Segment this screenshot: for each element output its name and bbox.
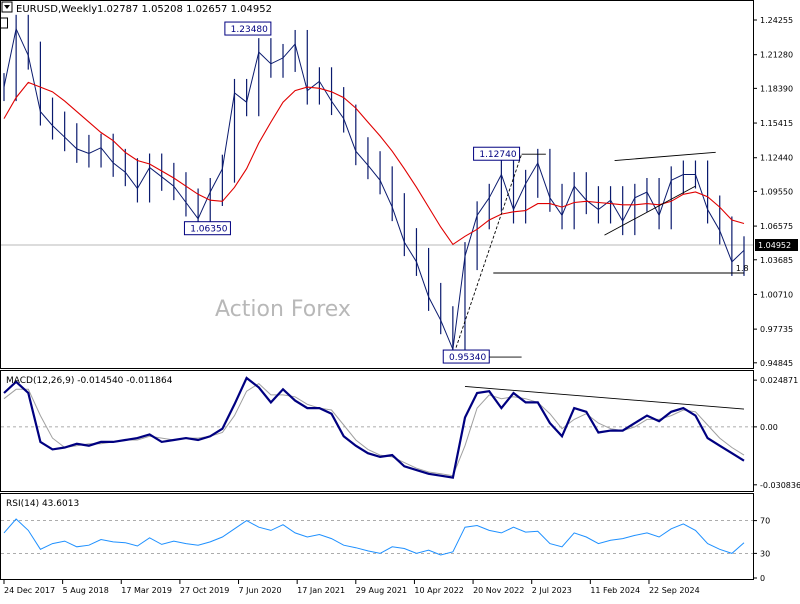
price-ytick-label: 1.24255: [760, 16, 793, 25]
level-label: 1.8: [736, 264, 749, 273]
x-tick-label: 10 Apr 2022: [414, 586, 463, 595]
price-annotation-label: 0.95340: [449, 353, 486, 363]
x-tick-label: 27 Oct 2019: [180, 586, 229, 595]
price-close-line: [3, 27, 745, 352]
channel-lower-line: [604, 185, 696, 236]
price-ytick-label: 1.15415: [760, 119, 793, 128]
x-tick-label: 17 Mar 2019: [121, 586, 172, 595]
rsi-ytick-label: 0: [760, 574, 765, 583]
rsi-line: [3, 518, 745, 556]
moving-average-line: [3, 81, 745, 246]
ohlc-values: 1.02787 1.05208 1.02657 1.04952: [97, 4, 272, 15]
x-tick-label: 17 Jan 2021: [297, 586, 345, 595]
macd-title: MACD(12,26,9) -0.014540 -0.011864: [6, 376, 173, 386]
price-ytick-label: 0.97735: [760, 325, 793, 334]
moving-average-series: [3, 81, 745, 246]
price-annotation-label: 1.12740: [479, 150, 516, 160]
dropdown-triangle-icon: [4, 5, 10, 9]
price-panel[interactable]: [0, 0, 754, 369]
rsi-panel[interactable]: [0, 493, 754, 580]
price-ytick-label: 1.12440: [760, 154, 793, 163]
macd-panel[interactable]: [0, 370, 754, 492]
x-tick-label: 29 Aug 2021: [356, 586, 407, 595]
macd-trend-line: [464, 386, 745, 410]
price-annotations: 1.23480 1.06350 1.12740 0.95340 1.8: [183, 21, 749, 364]
channel-upper-line: [614, 151, 716, 161]
price-annotation-box: [183, 221, 231, 236]
price-ytick-label: 1.21280: [760, 51, 793, 60]
symbol-title: EURUSD,Weekly: [16, 4, 97, 15]
macd-main-line: [3, 376, 745, 479]
current-price-badge: [755, 239, 798, 252]
price-ytick-label: 1.03685: [760, 256, 793, 265]
axis-labels: 1.24255 1.21280 1.18390 1.15415 1.12440 1.095…: [3, 16, 800, 595]
x-tick-label: 5 Aug 2018: [63, 586, 109, 595]
x-tick-label: 11 Feb 2024: [590, 586, 640, 595]
price-axis-marker: [0, 17, 8, 29]
macd-ytick-label: -0.030836: [760, 481, 800, 490]
trend-lines: [452, 151, 745, 410]
price-ytick-label: 0.94845: [760, 359, 793, 368]
fibonacci-dashed-line: [452, 154, 523, 358]
rsi-ytick-label: 30: [760, 549, 770, 558]
rsi-title: RSI(14) 43.6013: [6, 499, 79, 509]
price-annotation-label: 1.23480: [231, 25, 268, 35]
price-annotation-box: [442, 349, 490, 364]
x-tick-label: 2 Jul 2023: [532, 586, 572, 595]
price-ytick-label: 1.09550: [760, 187, 793, 196]
current-price-label: 1.04952: [758, 241, 791, 250]
macd-series: [3, 376, 745, 479]
price-ytick-label: 1.00710: [760, 290, 793, 299]
rsi-series: [3, 518, 745, 556]
x-tick-label: 24 Dec 2017: [4, 586, 55, 595]
rsi-ytick-label: 70: [760, 517, 770, 526]
price-annotation-box: [473, 146, 521, 161]
macd-ytick-label: 0.024871: [760, 376, 798, 385]
price-annotation-box: [224, 21, 272, 36]
x-tick-label: 20 Nov 2022: [473, 586, 524, 595]
macd-ytick-label: 0.00: [760, 423, 778, 432]
price-ytick-label: 1.18390: [760, 84, 793, 93]
price-annotation-label: 1.06350: [190, 225, 227, 235]
watermark: Action Forex: [215, 297, 351, 322]
x-tick-label: 7 Jun 2020: [239, 586, 282, 595]
x-tick-label: 22 Sep 2024: [649, 586, 700, 595]
price-ytick-label: 1.06575: [760, 222, 793, 231]
